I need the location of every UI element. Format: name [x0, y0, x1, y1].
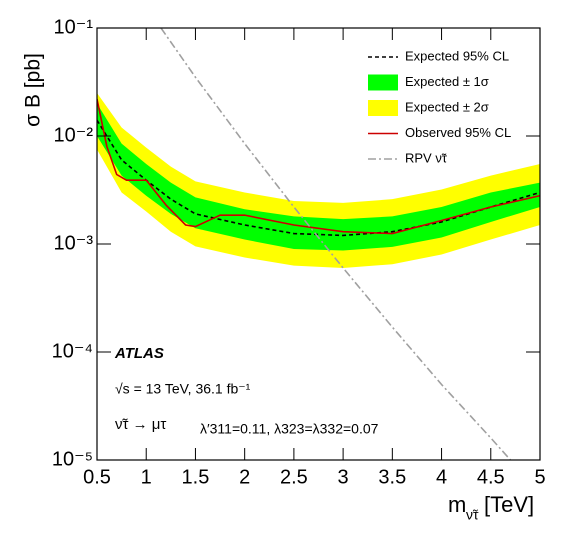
legend-label: Observed 95% CL	[405, 125, 511, 140]
x-axis-label: m	[448, 492, 466, 517]
y-axis-label: σ B [pb]	[22, 53, 45, 127]
band	[97, 103, 540, 251]
y-tick-label: 10⁻³	[54, 232, 94, 254]
x-tick-label: 2	[239, 466, 250, 488]
series-line	[97, 119, 540, 237]
atlas-label: ATLAS	[114, 345, 164, 362]
energy-label: √s = 13 TeV, 36.1 fb⁻¹	[115, 381, 251, 397]
x-tick-label: 3.5	[378, 466, 406, 488]
x-tick-label: 1	[141, 466, 152, 488]
process-label: ν̃τ → μτ	[115, 416, 166, 433]
legend-swatch	[368, 100, 398, 116]
plot-area	[97, 28, 540, 460]
x-tick-label: 4.5	[477, 466, 505, 488]
x-tick-label: 0.5	[83, 466, 111, 488]
series-line	[160, 28, 512, 460]
coupling-label: λ′311=0.11, λ323=λ332=0.07	[200, 421, 379, 437]
x-tick-label: 1.5	[182, 466, 210, 488]
y-tick-label: 10⁻⁴	[52, 340, 93, 362]
legend-swatch	[368, 74, 398, 91]
legend-label: Expected ± 2σ	[405, 99, 489, 114]
y-tick-label: 10⁻²	[54, 124, 94, 146]
y-tick-label: 10⁻⁵	[52, 448, 93, 470]
legend-label: Expected ± 1σ	[405, 74, 489, 89]
x-tick-label: 2.5	[280, 466, 308, 488]
x-axis-label-unit: [TeV]	[484, 492, 534, 517]
legend-label: Expected 95% CL	[405, 48, 509, 63]
y-tick-label: 10⁻¹	[54, 16, 94, 38]
legend-label: RPV ν̃τ	[405, 150, 448, 165]
x-axis-label-sub: ν̃τ	[466, 507, 479, 523]
series-line	[97, 98, 540, 235]
x-tick-label: 3	[338, 466, 349, 488]
x-tick-label: 4	[436, 466, 447, 488]
x-tick-label: 5	[534, 466, 545, 488]
